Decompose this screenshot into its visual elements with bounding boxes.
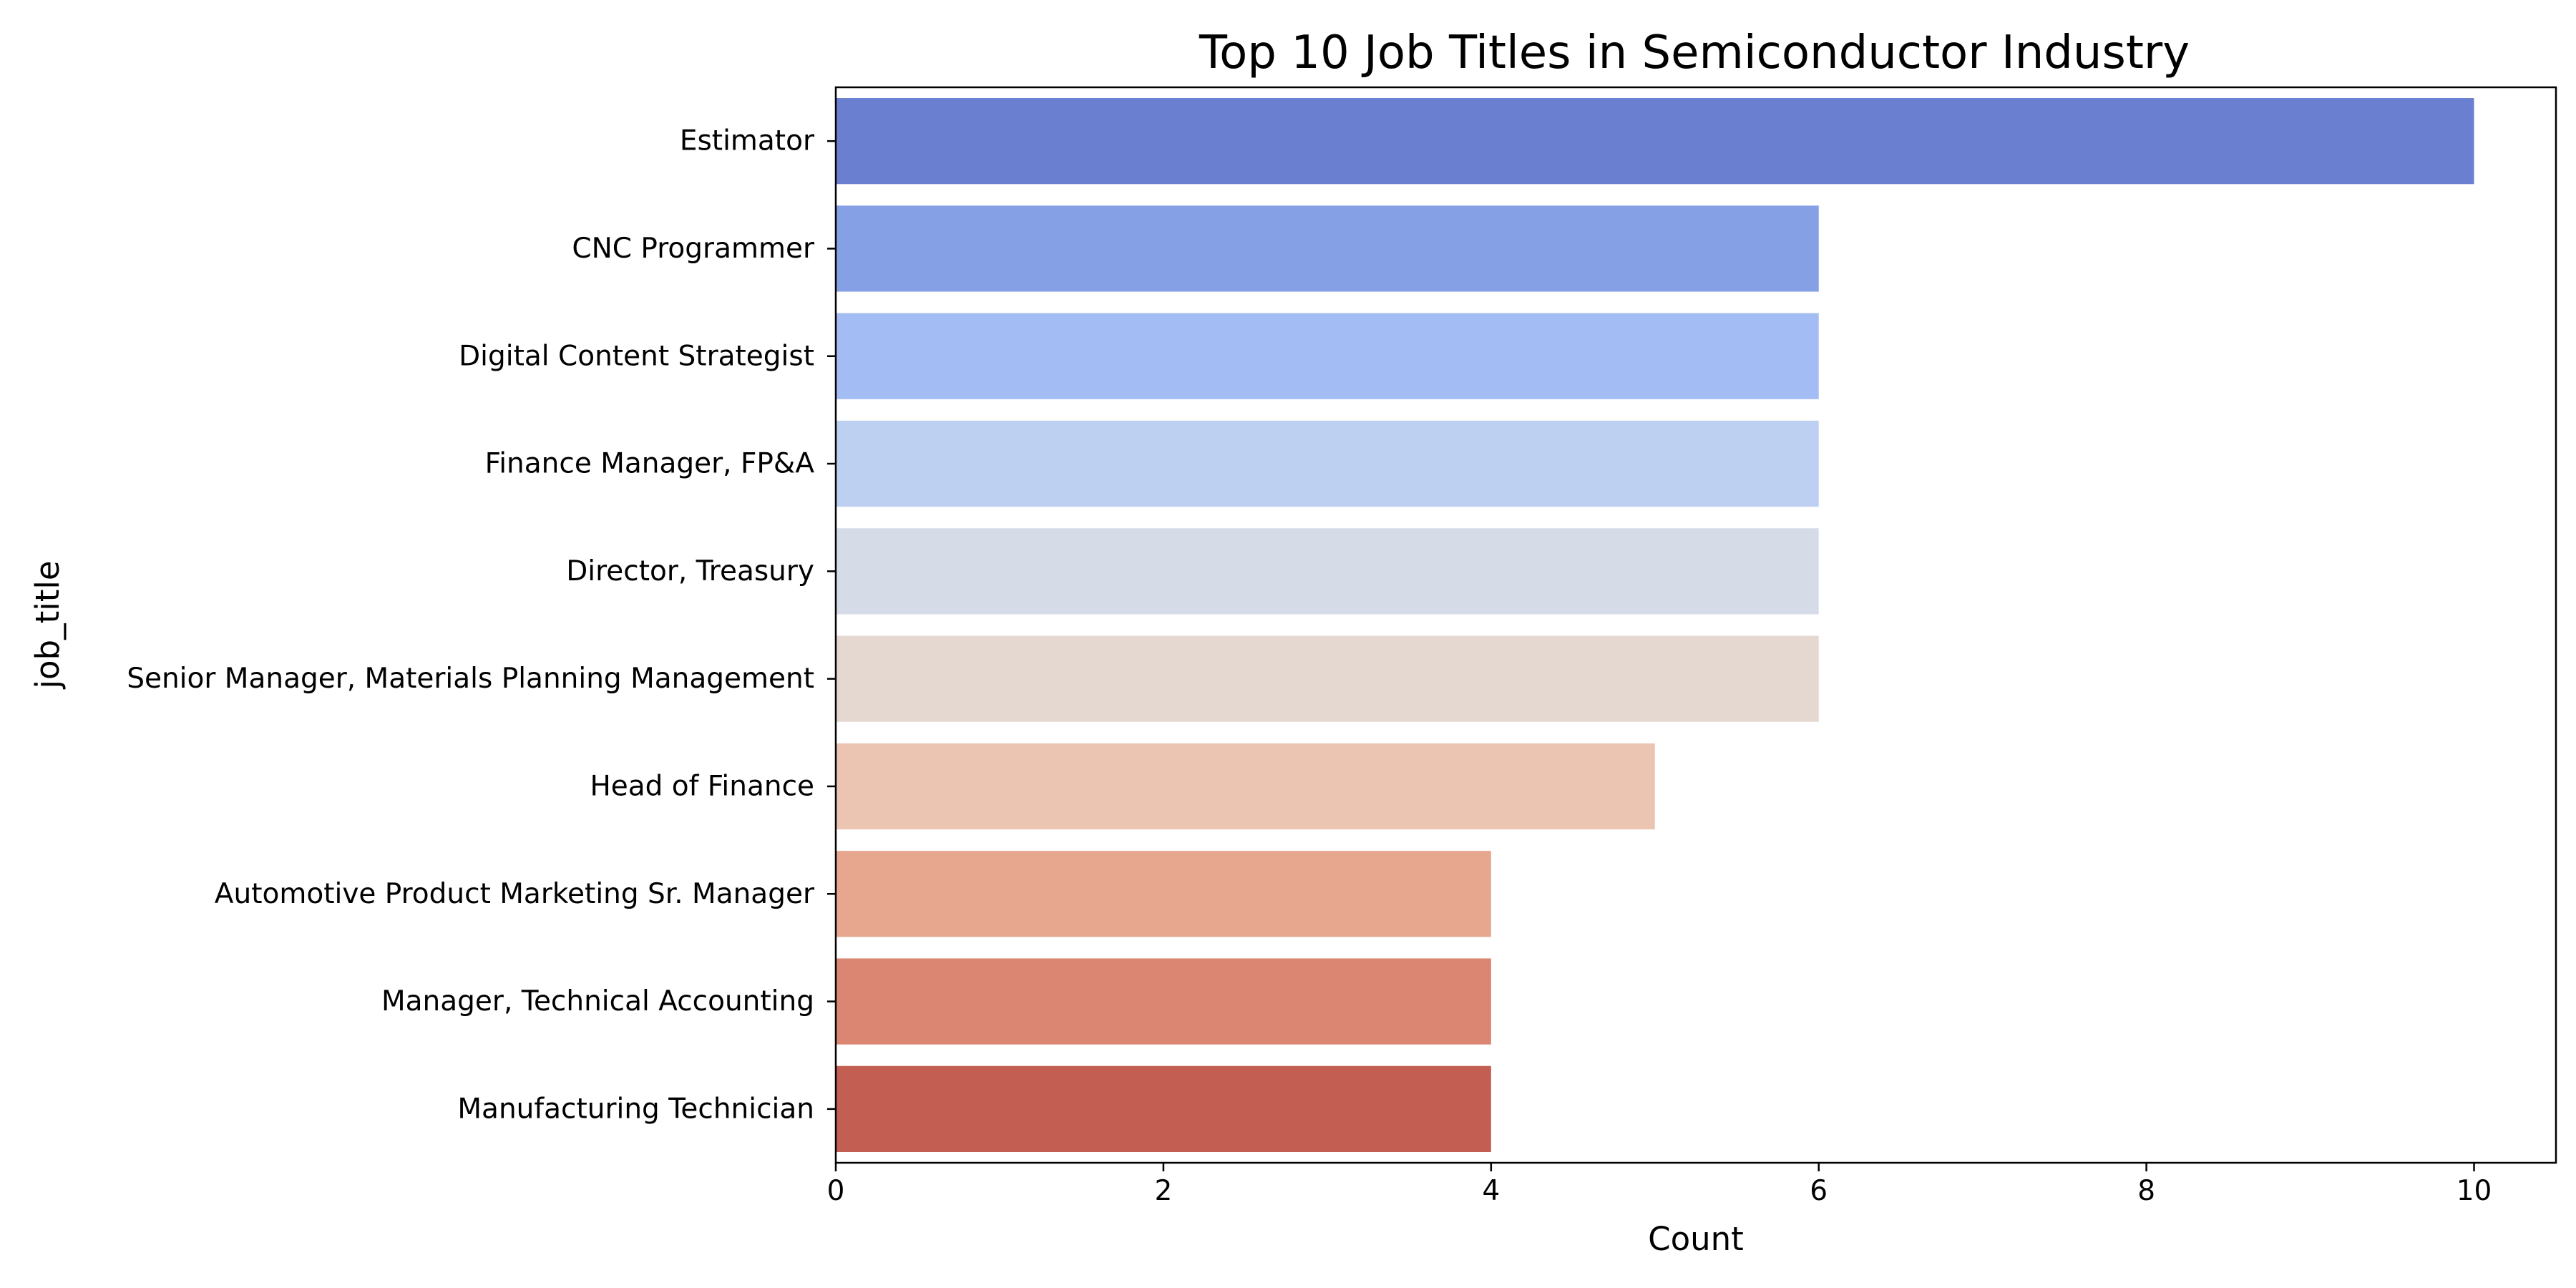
y-tick-label: Manufacturing Technician [457,1093,814,1125]
x-tick-label: 10 [2457,1175,2492,1207]
y-tick-label: Director, Treasury [566,555,814,587]
bar [836,635,1819,722]
x-axis-label: Count [1648,1220,1744,1258]
bar [836,1065,1491,1152]
bar [836,743,1655,830]
x-tick-label: 2 [1154,1175,1172,1207]
x-tick-label: 0 [827,1175,845,1207]
y-tick-label: CNC Programmer [572,233,815,265]
bar [836,851,1491,937]
y-tick-label: Digital Content Strategist [459,340,814,372]
bar [836,420,1819,507]
bar [836,98,2474,185]
bars-group [836,98,2474,1152]
chart-title: Top 10 Job Titles in Semiconductor Indus… [1199,26,2190,79]
y-tick-label: Manager, Technical Accounting [381,985,814,1018]
y-tick-label: Senior Manager, Materials Planning Manag… [127,663,814,695]
x-tick-label: 6 [1810,1175,1828,1207]
bar [836,313,1819,399]
y-tick-label: Estimator [680,125,815,157]
x-tick-label: 4 [1482,1175,1500,1207]
y-axis-label: job_title [29,560,67,689]
x-tick-label: 8 [2137,1175,2155,1207]
y-axis-ticks: Estimator CNC Programmer Digital Content S… [127,125,836,1125]
y-tick-label: Automotive Product Marketing Sr. Manager [215,878,815,910]
y-tick-label: Head of Finance [590,770,814,802]
bar [836,528,1819,615]
bar [836,205,1819,292]
y-tick-label: Finance Manager, FP&A [485,448,815,480]
x-axis-ticks: 0 2 4 6 8 10 [827,1163,2492,1207]
bar [836,958,1491,1045]
plot-frame [834,86,2557,1164]
